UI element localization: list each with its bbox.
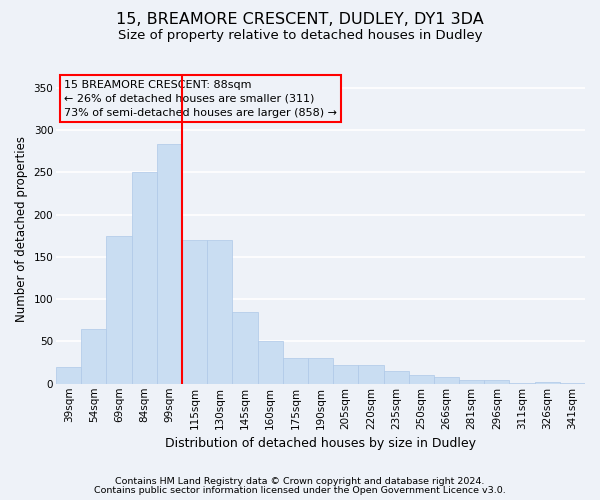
- Y-axis label: Number of detached properties: Number of detached properties: [15, 136, 28, 322]
- Bar: [383, 371, 409, 384]
- Bar: [56, 367, 81, 384]
- Text: Size of property relative to detached houses in Dudley: Size of property relative to detached ho…: [118, 29, 482, 42]
- Text: Contains HM Land Registry data © Crown copyright and database right 2024.: Contains HM Land Registry data © Crown c…: [115, 477, 485, 486]
- Bar: [459, 380, 484, 384]
- Bar: [257, 342, 283, 384]
- Bar: [131, 172, 157, 384]
- Bar: [182, 240, 207, 384]
- Bar: [232, 312, 257, 384]
- X-axis label: Distribution of detached houses by size in Dudley: Distribution of detached houses by size …: [165, 437, 476, 450]
- Bar: [535, 382, 560, 384]
- Bar: [358, 365, 383, 384]
- Bar: [560, 383, 585, 384]
- Bar: [484, 380, 509, 384]
- Bar: [509, 383, 535, 384]
- Bar: [283, 358, 308, 384]
- Text: 15 BREAMORE CRESCENT: 88sqm
← 26% of detached houses are smaller (311)
73% of se: 15 BREAMORE CRESCENT: 88sqm ← 26% of det…: [64, 80, 337, 118]
- Bar: [106, 236, 131, 384]
- Bar: [409, 376, 434, 384]
- Bar: [157, 144, 182, 384]
- Bar: [333, 365, 358, 384]
- Bar: [308, 358, 333, 384]
- Bar: [207, 240, 232, 384]
- Text: Contains public sector information licensed under the Open Government Licence v3: Contains public sector information licen…: [94, 486, 506, 495]
- Text: 15, BREAMORE CRESCENT, DUDLEY, DY1 3DA: 15, BREAMORE CRESCENT, DUDLEY, DY1 3DA: [116, 12, 484, 28]
- Bar: [81, 329, 106, 384]
- Bar: [434, 377, 459, 384]
